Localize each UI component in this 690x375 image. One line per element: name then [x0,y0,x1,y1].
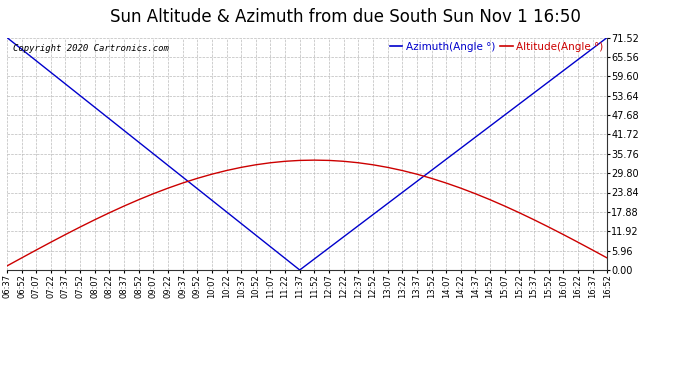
Text: Sun Altitude & Azimuth from due South Sun Nov 1 16:50: Sun Altitude & Azimuth from due South Su… [110,8,580,26]
Text: Copyright 2020 Cartronics.com: Copyright 2020 Cartronics.com [13,45,169,54]
Legend: Azimuth(Angle °), Altitude(Angle °): Azimuth(Angle °), Altitude(Angle °) [386,38,607,56]
